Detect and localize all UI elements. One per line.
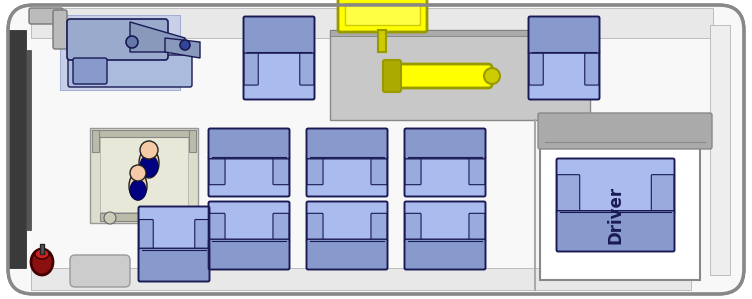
FancyBboxPatch shape <box>384 64 492 88</box>
FancyBboxPatch shape <box>405 213 421 242</box>
FancyBboxPatch shape <box>469 156 485 185</box>
FancyBboxPatch shape <box>405 156 421 185</box>
FancyBboxPatch shape <box>273 156 289 185</box>
FancyBboxPatch shape <box>405 239 486 269</box>
FancyBboxPatch shape <box>244 16 314 53</box>
FancyBboxPatch shape <box>138 207 210 251</box>
Bar <box>92 130 99 152</box>
FancyBboxPatch shape <box>307 156 387 196</box>
Bar <box>60 15 180 90</box>
FancyBboxPatch shape <box>383 60 401 92</box>
Circle shape <box>104 212 116 224</box>
Polygon shape <box>165 38 200 58</box>
Bar <box>31 268 691 290</box>
FancyBboxPatch shape <box>371 213 387 242</box>
FancyBboxPatch shape <box>209 213 225 242</box>
FancyBboxPatch shape <box>195 219 209 251</box>
Bar <box>330 30 590 36</box>
FancyBboxPatch shape <box>70 255 130 287</box>
Bar <box>378 30 386 52</box>
FancyBboxPatch shape <box>138 248 210 281</box>
Bar <box>31 8 713 38</box>
Ellipse shape <box>130 180 146 200</box>
FancyBboxPatch shape <box>300 51 314 85</box>
FancyBboxPatch shape <box>53 10 67 49</box>
FancyBboxPatch shape <box>73 58 107 84</box>
FancyBboxPatch shape <box>529 51 543 85</box>
Bar <box>540 120 700 280</box>
FancyBboxPatch shape <box>8 5 744 294</box>
Bar <box>92 130 196 137</box>
Circle shape <box>126 36 138 48</box>
FancyBboxPatch shape <box>209 156 225 185</box>
FancyBboxPatch shape <box>273 213 289 242</box>
FancyBboxPatch shape <box>529 16 599 53</box>
Circle shape <box>140 141 158 159</box>
FancyBboxPatch shape <box>67 19 168 60</box>
Ellipse shape <box>139 148 159 178</box>
Bar <box>40 244 44 254</box>
FancyBboxPatch shape <box>557 175 580 213</box>
Bar <box>8 30 26 268</box>
FancyBboxPatch shape <box>208 129 290 159</box>
FancyBboxPatch shape <box>556 158 675 214</box>
FancyBboxPatch shape <box>585 51 599 85</box>
Bar <box>26 50 31 230</box>
FancyBboxPatch shape <box>244 51 258 85</box>
Circle shape <box>180 40 190 50</box>
FancyBboxPatch shape <box>208 239 290 269</box>
FancyBboxPatch shape <box>651 175 674 213</box>
Circle shape <box>130 165 146 181</box>
Circle shape <box>484 68 500 84</box>
FancyBboxPatch shape <box>405 156 486 196</box>
FancyBboxPatch shape <box>405 202 486 242</box>
Bar <box>189 130 196 152</box>
Bar <box>100 213 188 221</box>
FancyBboxPatch shape <box>29 8 63 24</box>
Ellipse shape <box>35 249 49 259</box>
Ellipse shape <box>140 155 158 177</box>
FancyBboxPatch shape <box>139 219 153 251</box>
FancyBboxPatch shape <box>244 50 314 100</box>
Bar <box>710 25 730 275</box>
FancyBboxPatch shape <box>538 113 712 149</box>
FancyBboxPatch shape <box>338 0 427 32</box>
Polygon shape <box>330 30 590 120</box>
Bar <box>100 137 188 212</box>
FancyBboxPatch shape <box>208 156 290 196</box>
Ellipse shape <box>31 249 53 275</box>
FancyBboxPatch shape <box>208 202 290 242</box>
Bar <box>345 3 420 25</box>
FancyBboxPatch shape <box>307 129 387 159</box>
FancyBboxPatch shape <box>469 213 485 242</box>
Text: Driver: Driver <box>606 186 624 244</box>
Polygon shape <box>130 22 185 52</box>
FancyBboxPatch shape <box>405 129 486 159</box>
FancyBboxPatch shape <box>307 239 387 269</box>
FancyBboxPatch shape <box>556 211 675 251</box>
Circle shape <box>172 212 184 224</box>
FancyBboxPatch shape <box>371 156 387 185</box>
FancyBboxPatch shape <box>307 202 387 242</box>
Ellipse shape <box>129 172 147 200</box>
FancyBboxPatch shape <box>307 156 323 185</box>
FancyBboxPatch shape <box>307 213 323 242</box>
Bar <box>90 128 198 223</box>
FancyBboxPatch shape <box>68 55 192 87</box>
FancyBboxPatch shape <box>529 50 599 100</box>
